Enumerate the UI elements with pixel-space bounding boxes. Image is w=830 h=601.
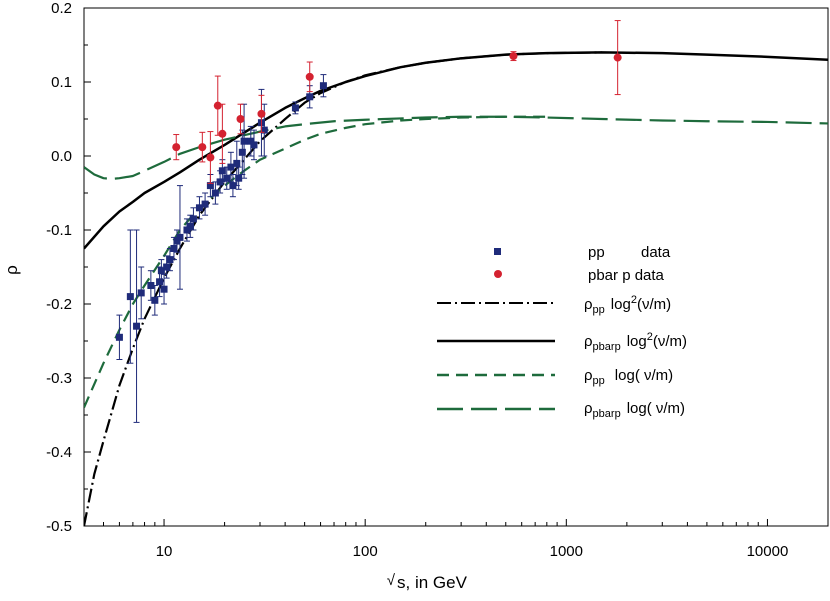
x-tick-label: 10 xyxy=(156,543,173,560)
pp-data-point xyxy=(151,296,159,304)
y-tick-label: -0.2 xyxy=(46,296,72,313)
pp-data-point xyxy=(306,93,314,101)
y-tick-label: -0.5 xyxy=(46,518,72,535)
pp-data-point xyxy=(147,282,155,289)
y-tick-label: -0.1 xyxy=(46,222,72,239)
pp-data-point xyxy=(218,167,226,175)
pbar-p-data-point xyxy=(172,143,181,152)
pp-data-point xyxy=(229,182,237,190)
pp-data-point xyxy=(227,163,235,171)
pp-data-point xyxy=(240,137,248,145)
legend-entry-pp-data: pp data xyxy=(494,244,671,261)
pp-data-point xyxy=(211,189,219,197)
pp-data-point xyxy=(260,126,268,134)
pp-data-point xyxy=(115,333,123,341)
pbar-p-data-point xyxy=(206,153,215,162)
pp-data-point xyxy=(201,200,209,208)
x-axis-title: √ s, in GeV xyxy=(387,572,468,592)
model-curves xyxy=(84,51,828,526)
x-tick-label: 10000 xyxy=(747,543,789,560)
pbar-p-data-point xyxy=(198,143,207,152)
x-axis-ticks: 10 100 1000 10000 xyxy=(83,519,829,560)
pp-data-point xyxy=(250,141,258,149)
legend-label-rho-pbarp-log: ρpbarp log( ν/m) xyxy=(584,400,685,420)
legend-entry-rho-pbarp-log2: ρpbarp log2(ν/m) xyxy=(437,331,687,353)
curve-long-dash xyxy=(84,115,828,181)
pbar-p-data-point xyxy=(213,101,222,110)
legend-entry-rho-pp-log: ρpp log( ν/m) xyxy=(437,367,673,387)
pp-data-point xyxy=(186,222,194,230)
plot-frame xyxy=(83,7,829,527)
x-axis-title-radical: √ xyxy=(387,572,396,589)
legend-label-pbar-p-data: pbar p data xyxy=(588,267,665,284)
pbar-p-data-point xyxy=(257,109,266,118)
pp-data-point xyxy=(238,148,246,156)
y-tick-label: 0.2 xyxy=(51,0,72,17)
pp-data-point xyxy=(173,237,181,245)
legend: pp data pbar p data ρpp log2(ν/m) ρpbarp l… xyxy=(437,244,687,420)
pp-data-point xyxy=(160,285,168,293)
legend-label-pp: pp xyxy=(588,244,605,261)
pp-data-point xyxy=(235,174,243,182)
pbar-p-data-point xyxy=(236,115,245,123)
pbar-p-data-point xyxy=(613,53,622,62)
legend-entry-rho-pp-log2: ρpp log2(ν/m) xyxy=(437,294,671,316)
data-points xyxy=(115,20,622,423)
legend-entry-pbar-p-data: pbar p data xyxy=(494,267,665,284)
pp-data-point xyxy=(183,226,191,234)
pp-data-point xyxy=(189,215,197,223)
pp-data-point xyxy=(170,245,178,252)
pp-data-point xyxy=(223,174,231,182)
pp-data-point xyxy=(163,263,171,271)
pp-data-point xyxy=(319,82,327,90)
pp-data-point xyxy=(157,267,165,275)
y-tick-label: -0.4 xyxy=(46,444,72,461)
pbar-p-data-point xyxy=(218,129,227,138)
pp-data-point xyxy=(291,104,299,112)
x-tick-label: 100 xyxy=(353,543,378,560)
pbar-p-data-point xyxy=(305,72,314,81)
curve-dash xyxy=(84,115,547,409)
pbar-p-data-point xyxy=(509,52,518,61)
legend-label-rho-pp-log2: ρpp log2(ν/m) xyxy=(584,294,671,316)
pp-data-point xyxy=(247,137,255,145)
legend-label-rho-pbarp-log2: ρpbarp log2(ν/m) xyxy=(584,331,687,353)
pp-data-point xyxy=(126,293,134,301)
pp-data-point xyxy=(233,159,241,167)
legend-marker-square xyxy=(494,248,501,255)
legend-label-data: data xyxy=(641,244,671,261)
x-axis-title-text: s, in GeV xyxy=(397,573,468,592)
y-tick-label: 0.1 xyxy=(51,74,72,91)
y-tick-label: -0.3 xyxy=(46,370,72,387)
y-tick-label: 0.0 xyxy=(51,148,72,165)
y-axis-title: ρ xyxy=(2,265,21,275)
pp-data-point xyxy=(176,233,184,241)
y-axis-ticks: -0.5 -0.4 -0.3 -0.2 -0.1 0.0 0.1 0.2 xyxy=(46,0,91,535)
legend-label-rho-pp-log: ρpp log( ν/m) xyxy=(584,367,673,387)
legend-marker-circle xyxy=(494,270,502,278)
pp-data-point xyxy=(195,204,203,212)
x-tick-label: 1000 xyxy=(550,543,583,560)
curve-solid xyxy=(84,51,828,250)
legend-entry-rho-pbarp-log: ρpbarp log( ν/m) xyxy=(437,400,685,420)
pp-data-point xyxy=(166,256,174,264)
pp-data-point xyxy=(133,322,141,330)
pp-data-point xyxy=(137,289,145,297)
pp-data-point xyxy=(206,182,214,190)
